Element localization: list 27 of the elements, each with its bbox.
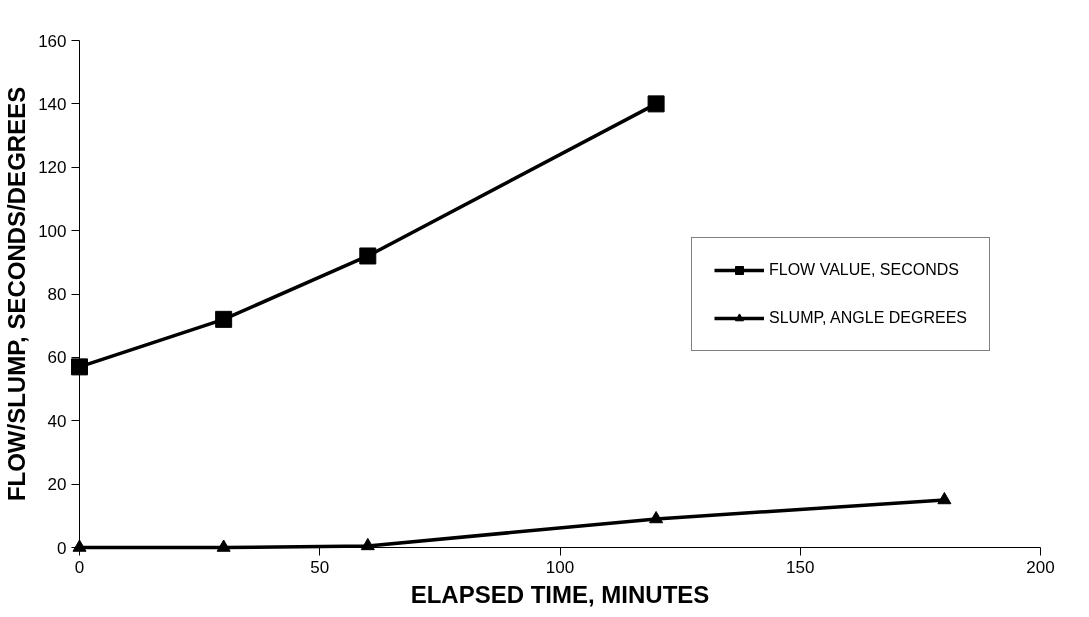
legend-label: SLUMP, ANGLE DEGREES (769, 308, 967, 327)
y-tick-label: 40 (47, 411, 67, 431)
point (216, 539, 231, 552)
point (359, 247, 377, 265)
y-tick-label: 0 (57, 538, 67, 558)
point (360, 537, 375, 551)
x-tick-label: 200 (1026, 557, 1055, 577)
x-tick-label: 0 (74, 557, 85, 577)
legend-label: FLOW VALUE, SECONDS (769, 260, 959, 279)
point (937, 491, 952, 505)
y-tick-label: 80 (47, 285, 67, 304)
y-tick-label: 160 (38, 31, 67, 51)
x-axis-title: ELAPSED TIME, MINUTES (410, 580, 710, 608)
y-tick-label: 140 (38, 94, 67, 114)
x-tick-label: 50 (310, 557, 330, 577)
x-tick-label: 100 (545, 557, 575, 577)
point (72, 539, 87, 552)
point (215, 310, 233, 328)
point (649, 510, 664, 524)
y-tick-label: 60 (47, 348, 67, 368)
point (647, 95, 665, 113)
x-tick-label: 150 (786, 557, 815, 577)
y-tick-label: 20 (47, 475, 67, 495)
y-tick-label: 100 (38, 221, 67, 241)
y-tick-label: 120 (38, 158, 67, 178)
point (71, 358, 88, 376)
y-axis-title: FLOW/SLUMP, SECONDS/DEGREES (3, 86, 31, 502)
